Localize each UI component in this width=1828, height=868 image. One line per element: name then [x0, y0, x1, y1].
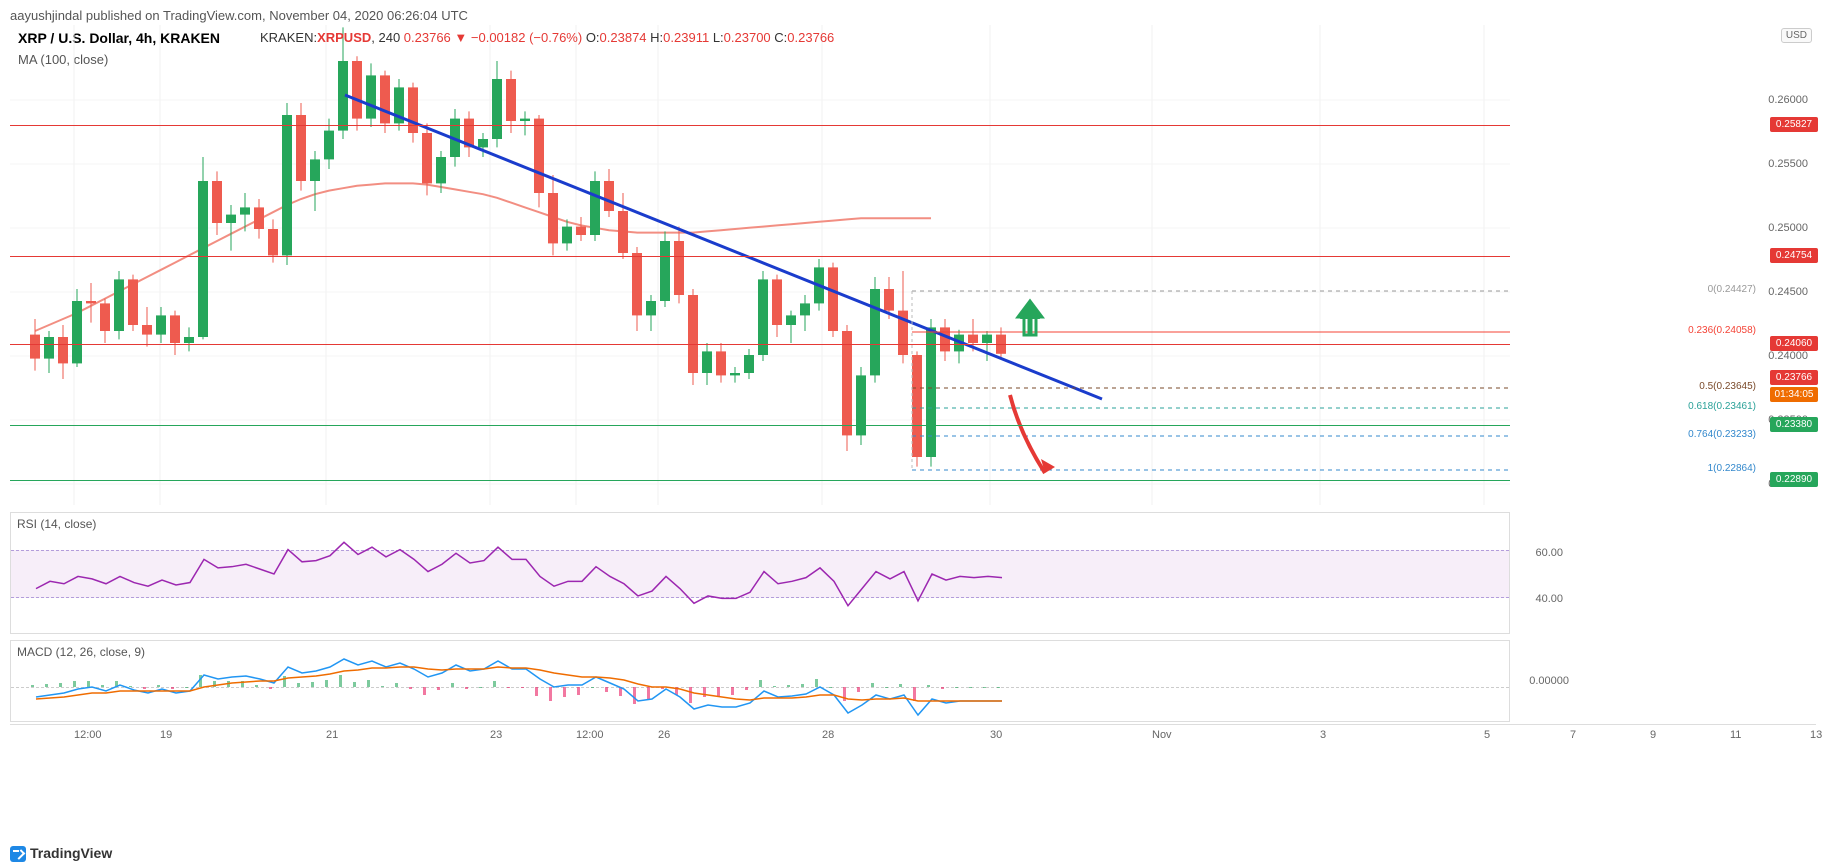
price-tick: 0.26000	[1768, 94, 1808, 106]
publish-info: aayushjindal published on TradingView.co…	[10, 8, 468, 23]
price-label: 0.24754	[1770, 248, 1818, 263]
fib-label: 0.5(0.23645)	[1699, 381, 1756, 392]
price-tick: 0.25500	[1768, 158, 1808, 170]
time-tick: 9	[1650, 729, 1656, 741]
time-tick: 7	[1570, 729, 1576, 741]
time-tick: 12:00	[74, 729, 102, 741]
time-tick: 28	[822, 729, 834, 741]
price-tick: 0.24500	[1768, 286, 1808, 298]
time-tick: 3	[1320, 729, 1326, 741]
time-tick: Nov	[1152, 729, 1172, 741]
time-tick: 13	[1810, 729, 1822, 741]
price-tick: 0.24000	[1768, 350, 1808, 362]
rsi-line	[11, 513, 1511, 635]
fib-label: 1(0.22864)	[1708, 463, 1756, 474]
fib-label: 0.618(0.23461)	[1688, 401, 1756, 412]
time-axis: 12:0019212312:00262830Nov35791113	[10, 724, 1816, 748]
time-tick: 19	[160, 729, 172, 741]
ohlc-row: KRAKEN:XRPUSD, 240 0.23766 ▼ −0.00182 (−…	[260, 30, 834, 45]
tradingview-icon	[10, 846, 26, 862]
price-label: 0.24060	[1770, 336, 1818, 351]
price-chart[interactable]	[10, 25, 1816, 505]
price-label: 0.23380	[1770, 417, 1818, 432]
price-label: 01:34:05	[1770, 387, 1818, 402]
time-tick: 12:00	[576, 729, 604, 741]
chart-root: aayushjindal published on TradingView.co…	[0, 0, 1828, 868]
time-tick: 21	[326, 729, 338, 741]
price-tick: 0.25000	[1768, 222, 1808, 234]
time-tick: 11	[1730, 729, 1741, 741]
price-label: 0.22890	[1770, 472, 1818, 487]
macd-panel[interactable]: MACD (12, 26, close, 9) 0.00000	[10, 640, 1510, 722]
fib-label: 0(0.24427)	[1708, 284, 1756, 295]
fib-label: 0.764(0.23233)	[1688, 429, 1756, 440]
price-label: 0.23766	[1770, 370, 1818, 385]
time-tick: 26	[658, 729, 670, 741]
price-label: 0.25827	[1770, 117, 1818, 132]
rsi-panel[interactable]: RSI (14, close) 60.0040.00	[10, 512, 1510, 634]
tradingview-logo[interactable]: TradingView	[10, 845, 112, 862]
time-tick: 30	[990, 729, 1002, 741]
fib-label: 0.236(0.24058)	[1688, 325, 1756, 336]
time-tick: 23	[490, 729, 502, 741]
logo-text: TradingView	[30, 845, 112, 861]
macd-lines	[11, 641, 1511, 723]
time-tick: 5	[1484, 729, 1490, 741]
